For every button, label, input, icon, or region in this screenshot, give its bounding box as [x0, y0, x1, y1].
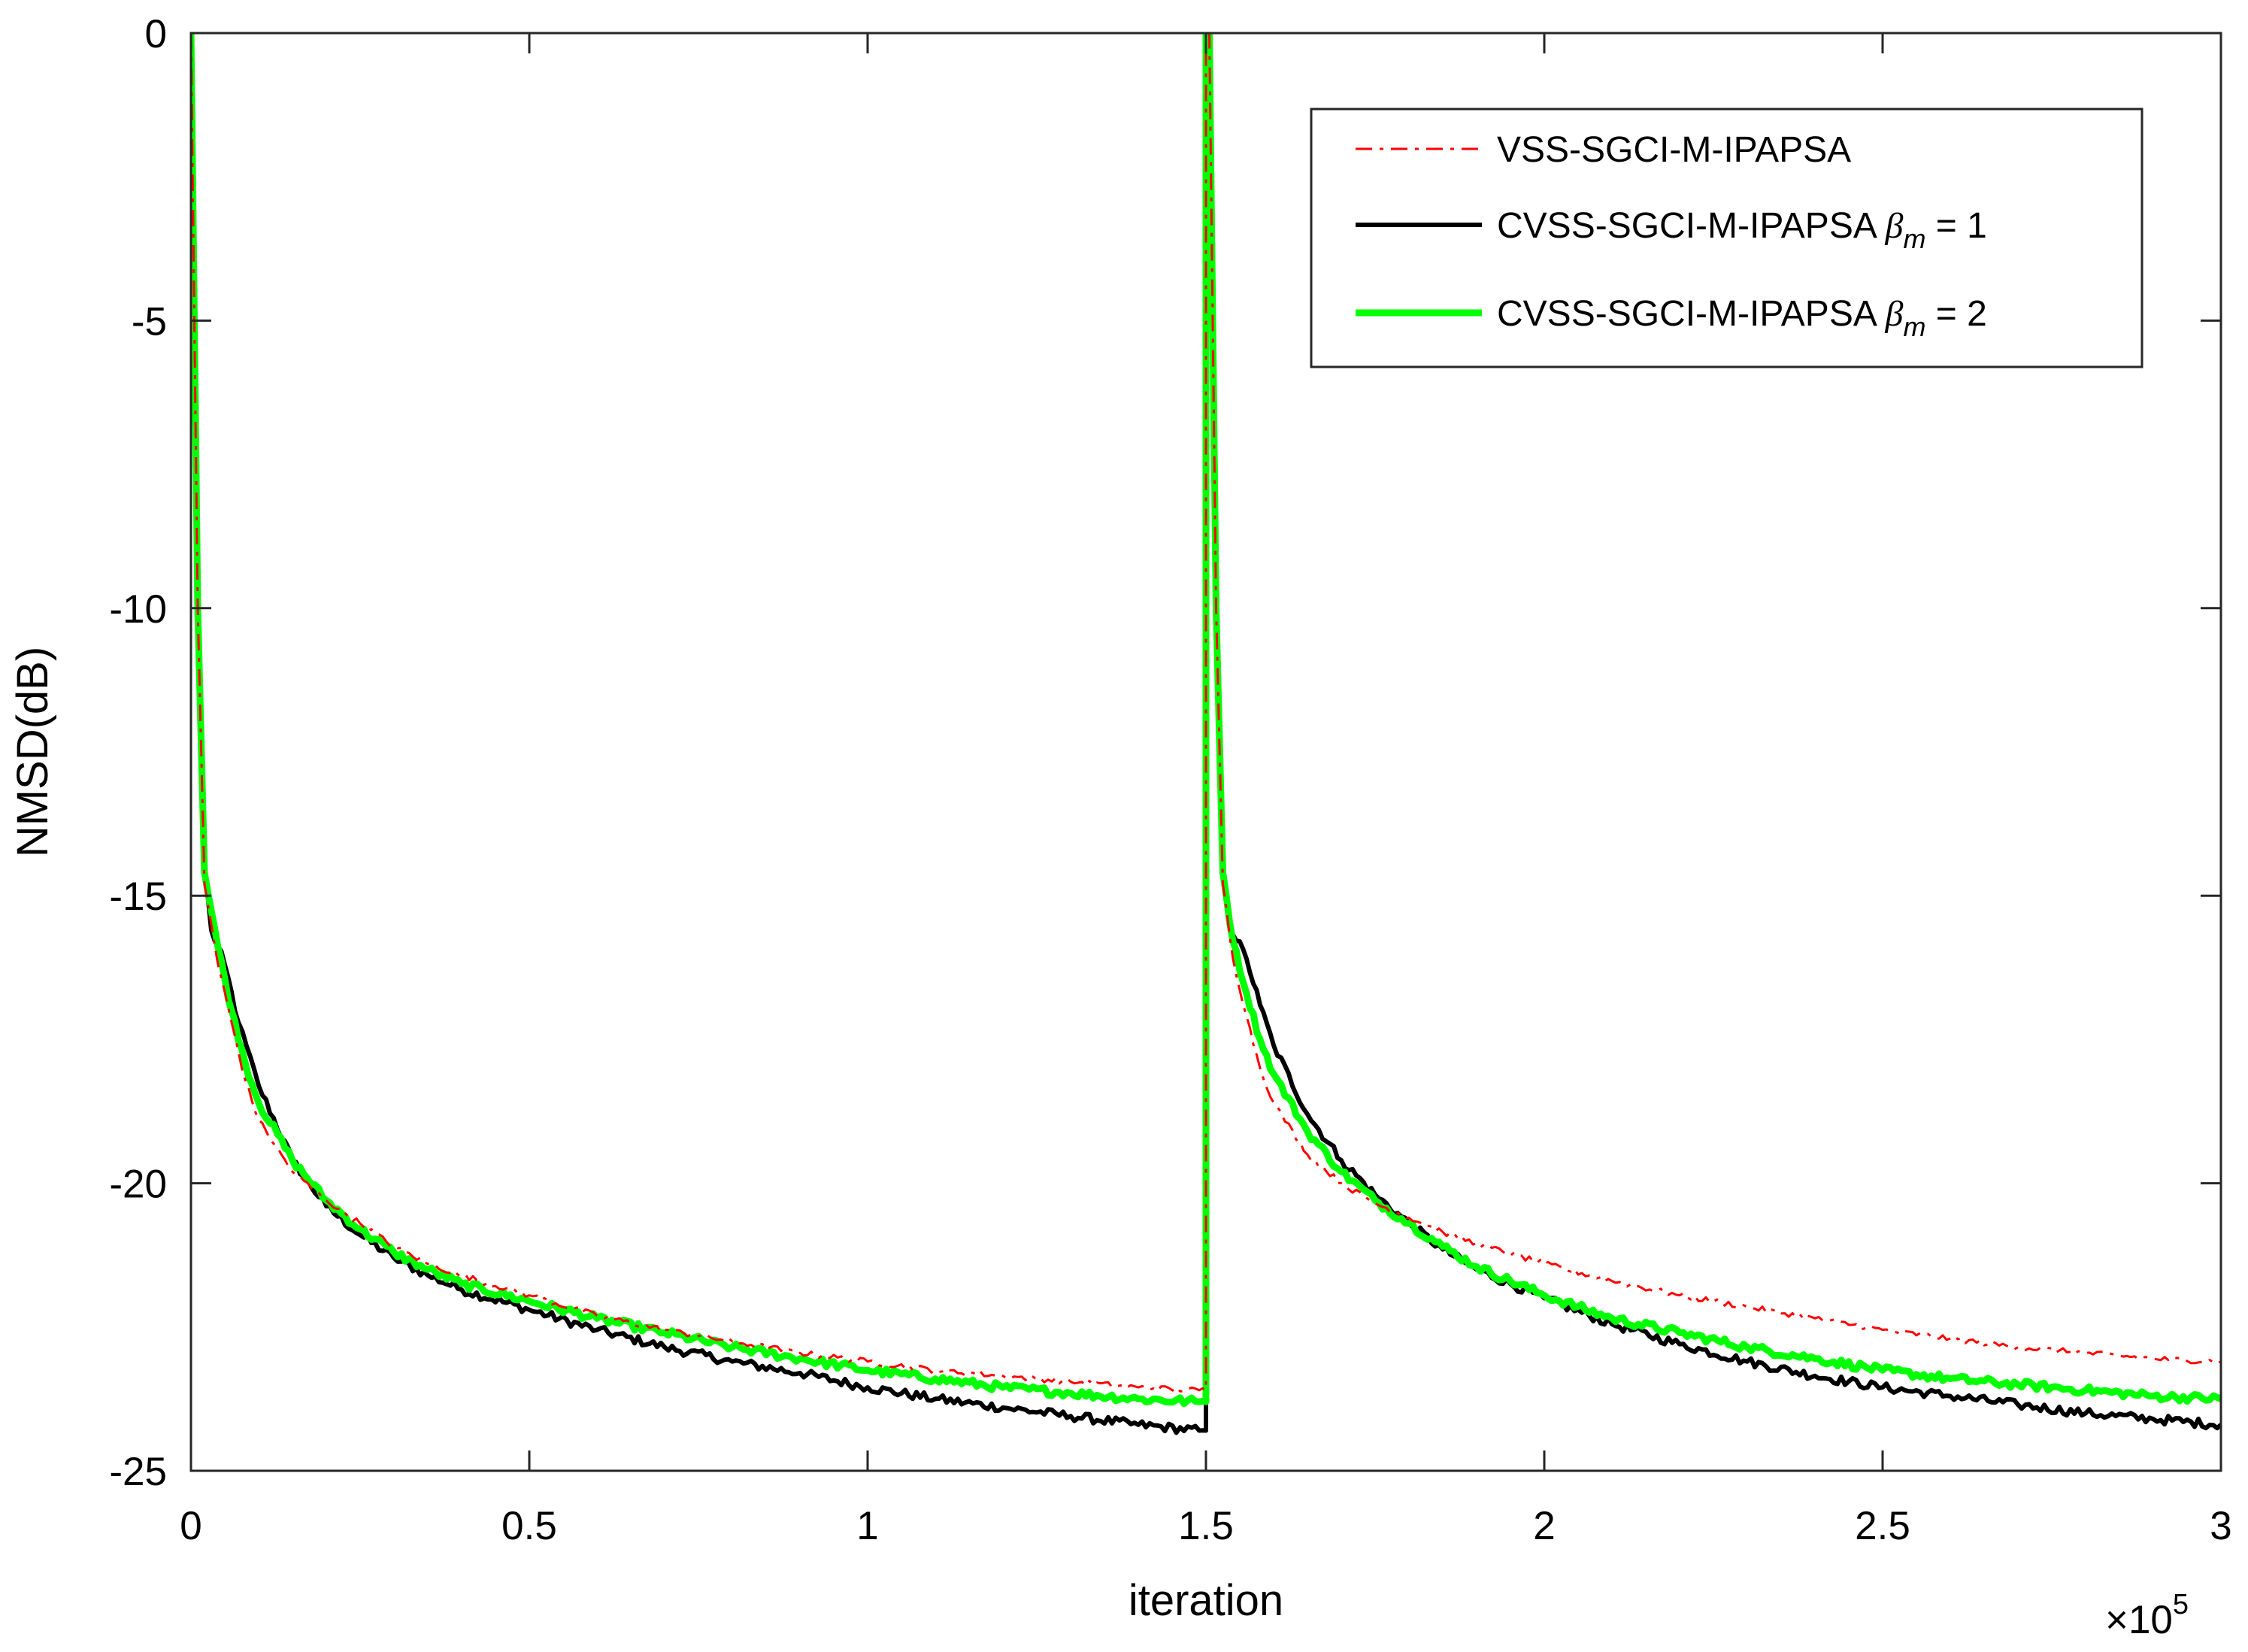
legend-cvss2-main: CVSS-SGCI-M-IPAPSA [1497, 294, 1886, 334]
x-multiplier-prefix: ×10 [2105, 1598, 2173, 1642]
legend-cvss2-value: = 2 [1925, 294, 1986, 334]
legend-label-cvss-beta1: CVSS-SGCI-M-IPAPSA βm = 1 [1497, 206, 1987, 254]
x-tick-label: 2.5 [1855, 1504, 1910, 1548]
legend: VSS-SGCI-M-IPAPSA CVSS-SGCI-M-IPAPSA βm … [1310, 108, 2143, 368]
legend-label-cvss-beta2: CVSS-SGCI-M-IPAPSA βm = 2 [1497, 294, 1987, 342]
x-tick-label: 1 [856, 1504, 878, 1548]
legend-cvss1-value: = 1 [1925, 206, 1986, 246]
series-line-0 [191, 33, 2221, 1393]
x-tick-label: 2 [1533, 1504, 1555, 1548]
x-tick-labels: 0 0.5 1 1.5 2 2.5 3 [180, 1504, 2231, 1548]
legend-cvss2-subscript: m [1903, 311, 1925, 342]
tick-marks [189, 32, 2222, 1472]
y-tick-label: -5 [132, 299, 167, 344]
legend-cvss1-main: CVSS-SGCI-M-IPAPSA [1497, 206, 1886, 246]
x-tick-label: 1.5 [1178, 1504, 1234, 1548]
series-line-2 [191, 33, 2221, 1408]
x-multiplier-exponent: 5 [2173, 1589, 2189, 1620]
legend-box [1310, 108, 2143, 368]
y-tick-label: -25 [109, 1450, 167, 1494]
y-tick-label: -10 [109, 587, 167, 632]
legend-cvss2-beta: β [1885, 294, 1904, 334]
x-tick-label: 0.5 [501, 1504, 557, 1548]
legend-label-vss: VSS-SGCI-M-IPAPSA [1497, 130, 1851, 170]
x-tick-label: 0 [180, 1504, 201, 1548]
y-tick-label: 0 [145, 12, 167, 56]
x-tick-label: 3 [2210, 1504, 2231, 1548]
series-layer [191, 33, 2221, 1435]
legend-vss-main: VSS-SGCI-M-IPAPSA [1497, 130, 1851, 170]
x-axis-label: iteration [1129, 1576, 1283, 1625]
y-tick-label: -15 [109, 874, 167, 919]
series-line-1 [191, 33, 2221, 1435]
y-tick-labels: 0 -5 -10 -15 -20 -25 [109, 12, 167, 1494]
x-axis-multiplier: ×105 [2105, 1589, 2189, 1642]
y-axis-label: NMSD(dB) [8, 647, 57, 857]
legend-cvss1-beta: β [1885, 206, 1904, 246]
legend-cvss1-subscript: m [1903, 223, 1925, 254]
y-tick-label: -20 [109, 1162, 167, 1207]
